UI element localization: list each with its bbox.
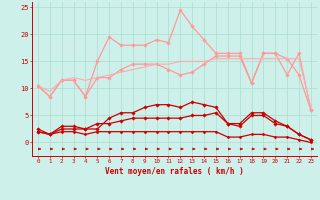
X-axis label: Vent moyen/en rafales ( km/h ): Vent moyen/en rafales ( km/h ) — [105, 167, 244, 176]
